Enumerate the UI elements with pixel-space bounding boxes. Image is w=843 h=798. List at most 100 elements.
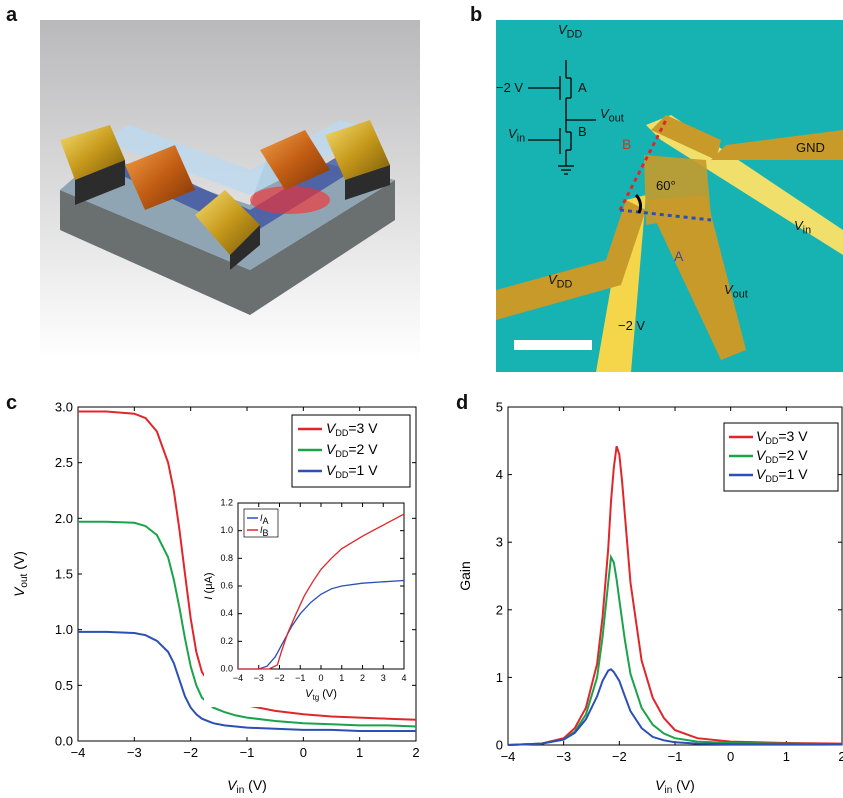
electrode-vdd — [496, 200, 646, 320]
electrode-right — [325, 120, 390, 180]
chart-d-xtick-label: 1 — [783, 749, 790, 764]
chart-d-ytick-label: 0 — [496, 738, 503, 753]
electrode-gnd — [711, 130, 843, 160]
chart-d-xtick-label: −2 — [612, 749, 627, 764]
chart-c-inset-xtick-label: −1 — [295, 673, 305, 683]
electrode-left-side — [75, 160, 125, 205]
channel-pad — [644, 155, 711, 225]
red-glow — [250, 186, 330, 214]
chart-c-legend: VDD=3 V VDD=2 V VDD=1 V — [291, 414, 411, 488]
chart-c-inset-xtick-label: −2 — [274, 673, 284, 683]
chart-c-inset-xtick-label: −3 — [254, 673, 264, 683]
label-gnd: GND — [796, 140, 825, 155]
electrode-center — [195, 190, 260, 255]
chart-c-inset-xtick-label: −4 — [233, 673, 243, 683]
chart-d-series-line-2 — [507, 668, 842, 746]
label-vin-circuit: Vin — [508, 126, 526, 145]
chart-c-ytick-label: 2.0 — [55, 511, 73, 526]
chart-d-xtick-label: 0 — [727, 749, 734, 764]
chart-c-inset-ytick-label: 0.6 — [220, 581, 233, 591]
chart-d-series-line-1 — [507, 553, 843, 746]
chart-d-ylabel: Gain — [457, 561, 473, 591]
chart-d: −4 −3 −2 −1 0 1 2 0 1 2 3 4 5 Vin (V) Gain VDD=3 V VDD=2… — [440, 395, 843, 798]
label-vdd-pad: VDD — [548, 272, 573, 291]
chart-c-xtick-label: 0 — [300, 745, 307, 760]
chart-c-xtick-label: 2 — [412, 745, 419, 760]
chart-c-ytick-label: 0.0 — [55, 734, 73, 749]
chart-c-inset-ytick-label: 0.4 — [220, 608, 233, 618]
label-neg2v-in: −2 V — [496, 80, 524, 95]
chart-c-inset-ytick-label: 1.0 — [220, 525, 233, 535]
chart-d-xtick-label: −4 — [501, 749, 516, 764]
chart-c-xtick-label: 1 — [356, 745, 363, 760]
electrode-left — [60, 125, 125, 180]
chart-c-ytick-label: 1.0 — [55, 622, 73, 637]
chart-d-series-line-0 — [507, 445, 843, 746]
chart-c-xtick-label: −1 — [240, 745, 255, 760]
chart-d-ytick-label: 2 — [496, 602, 503, 617]
chart-d-xtick-label: −1 — [668, 749, 683, 764]
chart-c-legend-label-1: VDD=2 V — [326, 441, 378, 459]
substrate — [60, 180, 395, 315]
scale-bar — [514, 340, 592, 350]
chart-c-ytick-label: 3.0 — [55, 400, 73, 415]
label-region-b: B — [622, 136, 632, 152]
chart-c-inset-legend-box — [243, 508, 279, 538]
chart-d-svg: −4 −3 −2 −1 0 1 2 0 1 2 3 4 5 Vin (V) Gain VDD=3 VVDD=2… — [457, 400, 843, 797]
device-illustration — [40, 20, 420, 360]
label-transistor-a: A — [578, 80, 587, 95]
electrode-right-side — [345, 165, 390, 200]
electrode-copper-right — [260, 130, 330, 190]
chart-c-inset-legend-label-0: IA — [260, 513, 269, 526]
chart-d-xlabel: Vin (V) — [655, 777, 695, 796]
chart-c-inset-ytick-label: 1.2 — [220, 498, 233, 508]
label-vout-circuit: Vout — [600, 106, 624, 125]
electrode-vout — [646, 195, 746, 360]
chart-c-inset-xtick-label: 4 — [401, 673, 406, 683]
electrode-copper-left — [125, 145, 195, 210]
microscope-svg — [496, 20, 843, 372]
angle-arc — [634, 193, 643, 214]
chart-c-inset-ytick-label: 0.2 — [220, 636, 233, 646]
chart-c-xtick-label: −2 — [183, 745, 198, 760]
electrode-top — [651, 115, 721, 160]
red-dashed-line — [618, 119, 668, 211]
label-vdd-top: VDD — [558, 22, 583, 41]
chart-c-ytick-label: 1.5 — [55, 567, 73, 582]
chart-c-series-line-2 — [78, 630, 416, 732]
microscope-image: VDD −2 V A B Vout Vin GND 60° B A Vin VD… — [496, 20, 843, 372]
device-illustration-svg — [40, 20, 420, 360]
chart-c-inset-ytick-label: 0.8 — [220, 553, 233, 563]
chart-c-inset-xtick-label: 1 — [339, 673, 344, 683]
chart-c-legend-label-2: VDD=1 V — [326, 462, 378, 480]
chart-c-inset-ytick-label: 0.0 — [220, 664, 233, 674]
chart-d-legend-label-1: VDD=2 V — [756, 447, 808, 465]
chart-d-ytick-label: 3 — [496, 535, 503, 550]
chart-c-xtick-label: −4 — [71, 745, 86, 760]
chart-c-xtick-label: −3 — [127, 745, 142, 760]
chart-c-inset-series-line-1 — [238, 513, 405, 670]
chart-c-series-line-0 — [78, 410, 417, 721]
label-vin-wire: Vin — [794, 218, 812, 237]
panel-label-a: a — [6, 4, 18, 26]
chart-c-xlabel: Vin (V) — [227, 777, 267, 796]
chart-c-legend-label-0: VDD=3 V — [326, 420, 378, 438]
chart-c-inset-xtick-label: 2 — [360, 673, 365, 683]
chart-c-inset-xlabel: Vtg (V) — [305, 688, 337, 702]
label-region-a: A — [674, 248, 684, 264]
chart-c: −4 −3 −2 −1 0 1 2 0.0 0.5 1.0 1.5 2.0 2.5 3.0 Vin (V) V… — [0, 395, 430, 798]
chart-c-series-line-1 — [78, 520, 417, 728]
chart-d-ytick-label: 4 — [496, 467, 503, 482]
chart-d-legend-label-0: VDD=3 V — [756, 428, 808, 446]
chart-c-ytick-label: 0.5 — [55, 678, 73, 693]
label-angle: 60° — [656, 178, 676, 193]
label-neg2v-pad: −2 V — [618, 318, 646, 333]
chart-d-ytick-label: 5 — [496, 400, 503, 415]
chart-c-inset-xtick-label: 3 — [381, 673, 386, 683]
chart-c-inset-series-line-0 — [238, 579, 405, 670]
chart-c-ylabel: Vout (V) — [11, 551, 30, 597]
chart-d-ytick-label: 1 — [496, 670, 503, 685]
electrode-center-side — [230, 225, 260, 270]
